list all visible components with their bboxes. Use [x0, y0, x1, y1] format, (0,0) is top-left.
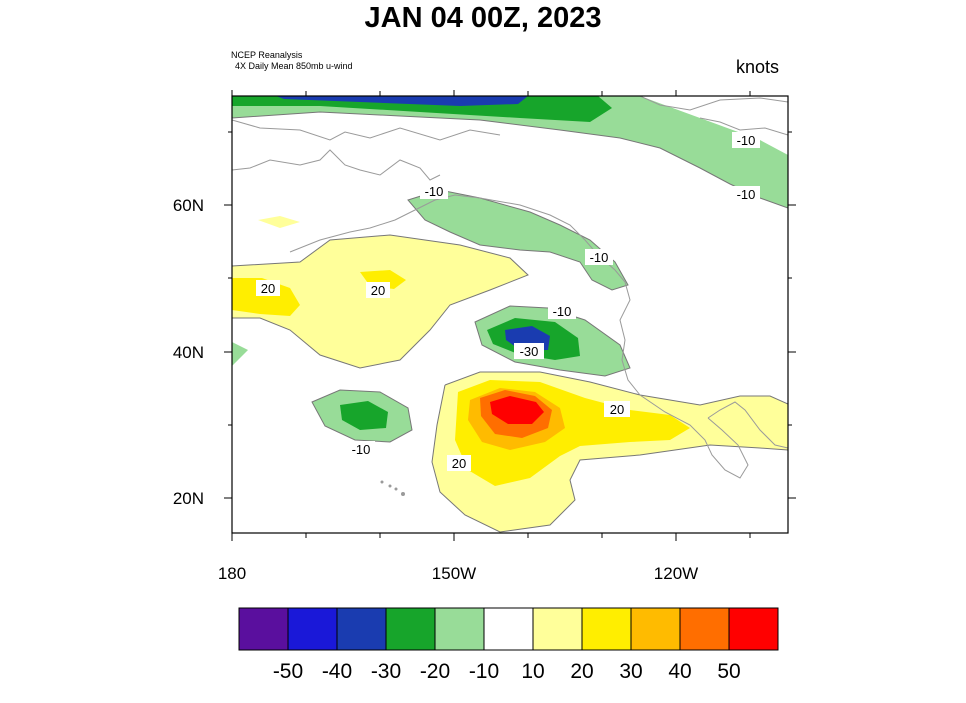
- fill-light-green-west-edge: [232, 342, 248, 366]
- colorbar-swatch: [287, 607, 338, 651]
- source-line-2: 4X Daily Mean 850mb u-wind: [235, 61, 353, 71]
- contour-lines: [232, 111, 788, 533]
- contour-label: -10: [737, 133, 756, 148]
- contour-label: -10: [590, 250, 609, 265]
- lat-label-40n: 40N: [173, 343, 204, 362]
- colorbar-tick-label: -50: [273, 660, 303, 683]
- fill-yellow-20-west: [232, 278, 300, 316]
- lon-label-120w: 120W: [654, 564, 698, 583]
- colorbar-tick-label: 20: [570, 660, 593, 683]
- contour-label: -30: [520, 344, 539, 359]
- fill-green-subtropical: [340, 401, 388, 430]
- colorbar-tick-label: -20: [420, 660, 450, 683]
- source-line-1: NCEP Reanalysis: [231, 50, 303, 60]
- axis-ticks: [224, 90, 796, 541]
- colorbar: [238, 607, 779, 651]
- contour-label: -10: [737, 187, 756, 202]
- fill-pale-yellow-north-pacific: [232, 235, 528, 368]
- coastlines: [232, 96, 788, 479]
- lon-label-180: 180: [218, 564, 246, 583]
- hawaii-islands: [380, 480, 405, 496]
- fill-blue-north: [276, 96, 528, 106]
- contour-label: -10: [553, 304, 572, 319]
- map-title: JAN 04 00Z, 2023: [364, 2, 602, 34]
- colorbar-swatch: [630, 607, 681, 651]
- units-label: knots: [736, 57, 780, 77]
- colorbar-swatch: [581, 607, 632, 651]
- lat-label-20n: 20N: [173, 489, 204, 508]
- contour-value-labels: -10 -10 -10 -10 20 20 -10 -30 20 -10 20: [256, 132, 760, 471]
- lon-label-150w: 150W: [432, 564, 476, 583]
- colorbar-swatch: [532, 607, 583, 651]
- colorbar-swatch: [679, 607, 730, 651]
- colorbar-swatch: [238, 607, 289, 651]
- contour-label: -10: [352, 442, 371, 457]
- contour-label: -10: [425, 184, 444, 199]
- contour-label: 20: [371, 283, 385, 298]
- colorbar-tick-label: -10: [469, 660, 499, 683]
- contour-fills: [232, 96, 788, 533]
- colorbar-swatch: [336, 607, 387, 651]
- colorbar-tick-label: 50: [717, 660, 740, 683]
- colorbar-swatch: [385, 607, 436, 651]
- colorbar-swatch: [483, 607, 534, 651]
- fill-light-green-alaska: [408, 190, 628, 290]
- contour-label: 20: [610, 402, 624, 417]
- map-frame: [231, 95, 789, 534]
- fill-pale-yellow-small: [258, 216, 300, 228]
- colorbar-tick-label: 40: [668, 660, 691, 683]
- fill-light-green-north: [232, 96, 788, 208]
- colorbar-swatch: [434, 607, 485, 651]
- colorbar-tick-label: 10: [521, 660, 544, 683]
- colorbar-swatch: [728, 607, 779, 651]
- lat-label-60n: 60N: [173, 196, 204, 215]
- fill-red-jet: [490, 396, 544, 424]
- colorbar-tick-label: -40: [322, 660, 352, 683]
- contour-label: 20: [452, 456, 466, 471]
- colorbar-labels: -50 -40 -30 -20 -10 10 20 30 40 50: [273, 660, 741, 683]
- lon-labels: 180 150W 120W: [218, 564, 698, 583]
- colorbar-tick-label: -30: [371, 660, 401, 683]
- colorbar-tick-label: 30: [619, 660, 642, 683]
- lat-labels: 60N 40N 20N: [173, 196, 204, 508]
- contour-label: 20: [261, 281, 275, 296]
